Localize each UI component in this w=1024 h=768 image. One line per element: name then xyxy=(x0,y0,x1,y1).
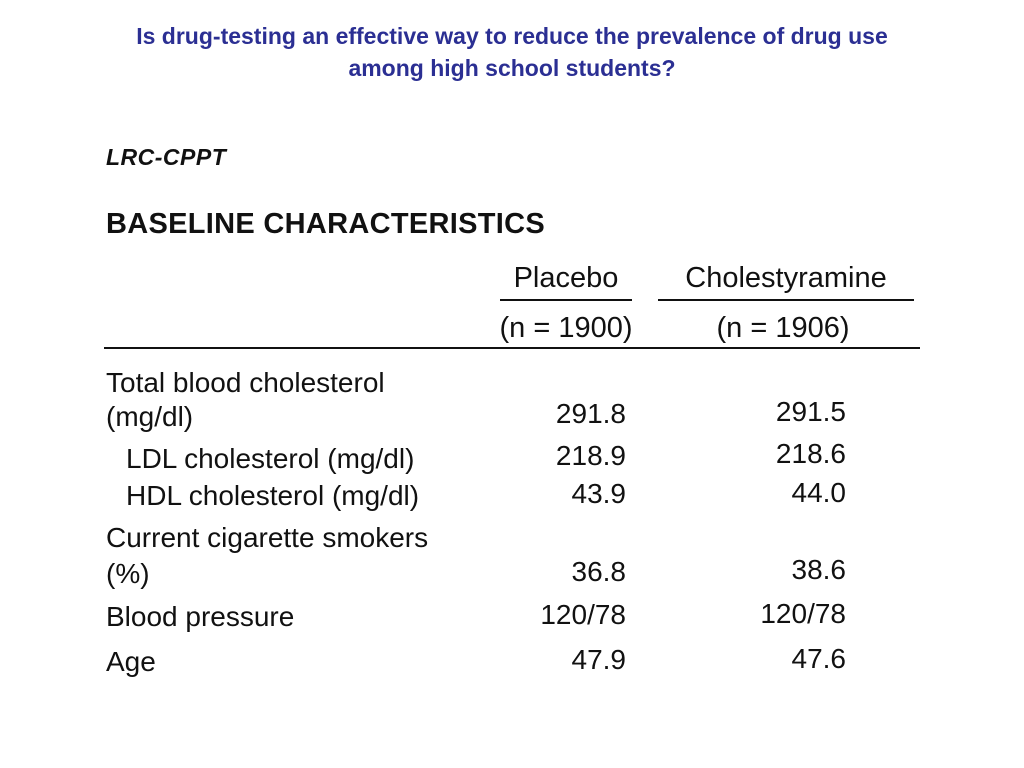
value-cholestyramine-blood-pressure: 120/78 xyxy=(760,598,846,629)
slide-title-line-2: among high school students? xyxy=(348,55,676,81)
value-placebo-age: 47.9 xyxy=(571,644,627,675)
slide-title: Is drug-testing an effective way to redu… xyxy=(60,20,964,84)
value-cholestyramine-ldl: 218.6 xyxy=(775,438,846,469)
row-label-smokers: Current cigarette smokers xyxy=(106,522,429,553)
column-header-placebo: Placebo xyxy=(500,262,632,301)
value-placebo-hdl: 43.9 xyxy=(571,478,627,509)
row-label-age: Age xyxy=(106,646,156,677)
value-cholestyramine-total-cholesterol: 291.5 xyxy=(775,396,846,427)
value-cholestyramine-hdl: 44.0 xyxy=(791,477,847,508)
row-label-blood-pressure: Blood pressure xyxy=(106,601,295,632)
value-placebo-blood-pressure: 120/78 xyxy=(540,599,626,630)
column-header-cholestyramine: Cholestyramine xyxy=(658,262,914,301)
slide-title-line-1: Is drug-testing an effective way to redu… xyxy=(136,23,888,49)
study-name: LRC-CPPT xyxy=(106,144,227,170)
row-label-ldl: LDL cholesterol (mg/dl) xyxy=(126,443,415,474)
row-label-total-cholesterol: Total blood cholesterol xyxy=(106,367,385,398)
column-n-placebo: (n = 1900) xyxy=(499,312,633,344)
row-label-hdl: HDL cholesterol (mg/dl) xyxy=(126,480,420,511)
value-cholestyramine-smokers: 38.6 xyxy=(791,554,847,585)
row-label-total-cholesterol-unit: (mg/dl) xyxy=(106,401,194,432)
row-label-smokers-unit: (%) xyxy=(106,558,150,589)
value-placebo-ldl: 218.9 xyxy=(555,440,626,471)
value-cholestyramine-age: 47.6 xyxy=(791,643,847,674)
table-heading: BASELINE CHARACTERISTICS xyxy=(106,208,545,240)
value-placebo-total-cholesterol: 291.8 xyxy=(555,398,626,429)
header-divider xyxy=(104,347,920,349)
value-placebo-smokers: 36.8 xyxy=(571,556,627,587)
column-n-cholestyramine: (n = 1906) xyxy=(716,312,850,344)
